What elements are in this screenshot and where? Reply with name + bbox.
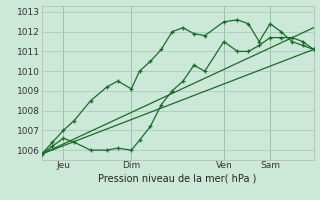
X-axis label: Pression niveau de la mer( hPa ): Pression niveau de la mer( hPa )	[99, 173, 257, 183]
